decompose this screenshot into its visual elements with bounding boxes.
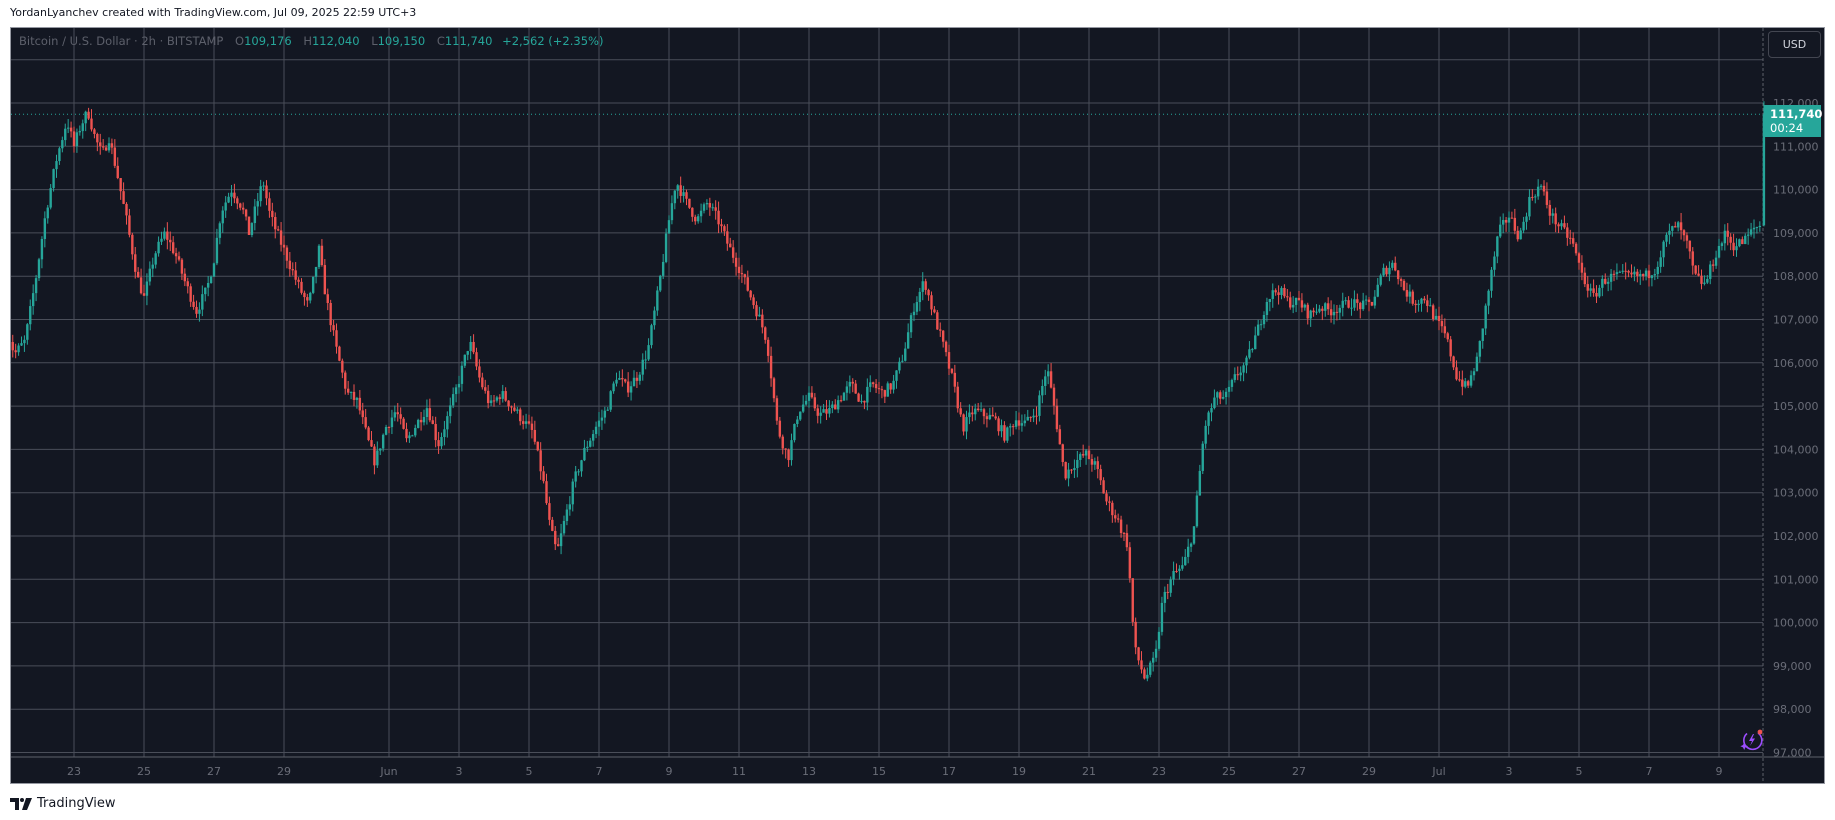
price-tick-label: 99,000: [1773, 660, 1812, 673]
price-tick-label: 102,000: [1773, 530, 1819, 543]
open-label: O: [235, 34, 245, 48]
low-label: L: [371, 34, 378, 48]
time-tick-label: 21: [1082, 765, 1096, 778]
price-tick-label: 100,000: [1773, 617, 1819, 630]
price-tick-label: 97,000: [1773, 747, 1812, 760]
close-value: 111,740: [444, 34, 493, 48]
last-price-value: 111,740: [1770, 107, 1823, 121]
candle-countdown: 00:24: [1770, 121, 1804, 135]
tradingview-logo-icon: [10, 797, 32, 810]
time-tick-label: 9: [666, 765, 673, 778]
price-tick-label: 98,000: [1773, 703, 1812, 716]
tradingview-logo: TradingView: [10, 796, 116, 811]
time-tick-label: 19: [1012, 765, 1026, 778]
lightning-refresh-icon[interactable]: [1738, 726, 1766, 754]
time-tick-label: 27: [1292, 765, 1306, 778]
time-tick-label: 3: [456, 765, 463, 778]
time-tick-label: 23: [67, 765, 81, 778]
symbol-title[interactable]: Bitcoin / U.S. Dollar · 2h · BITSTAMP: [19, 34, 224, 48]
price-tick-label: 104,000: [1773, 443, 1819, 456]
price-tick-label: 105,000: [1773, 400, 1819, 413]
time-tick-label: 5: [1576, 765, 1583, 778]
time-tick-label: 5: [526, 765, 533, 778]
price-tick-label: 101,000: [1773, 573, 1819, 586]
price-tick-label: 111,000: [1773, 140, 1819, 153]
price-tick-label: 109,000: [1773, 227, 1819, 240]
time-tick-label: 27: [207, 765, 221, 778]
chart-credit: YordanLyanchev created with TradingView.…: [10, 6, 417, 19]
time-tick-label: Jul: [1431, 765, 1445, 778]
change-value: +2,562 (+2.35%): [502, 34, 604, 48]
chart-frame[interactable]: 97,000 98,000 99,000 100,000 101,000 102,000 1…: [10, 27, 1825, 784]
price-tick-label: 110,000: [1773, 184, 1819, 197]
open-value: 109,176: [244, 34, 292, 48]
time-tick-label: 25: [1222, 765, 1236, 778]
time-tick-label: 7: [1646, 765, 1653, 778]
time-tick-label: 23: [1152, 765, 1166, 778]
last-price-label: 111,740 00:24: [1764, 105, 1823, 137]
tradingview-wordmark: TradingView: [37, 796, 116, 811]
candlestick-chart[interactable]: 97,000 98,000 99,000 100,000 101,000 102,000 1…: [11, 28, 1824, 783]
time-tick-label: 9: [1716, 765, 1723, 778]
price-tick-label: 106,000: [1773, 357, 1819, 370]
time-tick-label: 29: [1362, 765, 1376, 778]
currency-button[interactable]: USD: [1768, 31, 1821, 58]
time-tick-label: 15: [872, 765, 886, 778]
time-tick-label: 7: [596, 765, 603, 778]
symbol-legend: Bitcoin / U.S. Dollar · 2h · BITSTAMP O1…: [19, 34, 603, 48]
time-tick-label: 17: [942, 765, 956, 778]
high-label: H: [303, 34, 312, 48]
price-tick-label: 108,000: [1773, 270, 1819, 283]
time-tick-label: 13: [802, 765, 816, 778]
low-value: 109,150: [377, 34, 426, 48]
time-tick-label: 3: [1506, 765, 1513, 778]
candles: [11, 101, 1766, 682]
time-tick-label: Jun: [379, 765, 397, 778]
high-value: 112,040: [311, 34, 360, 48]
time-tick-label: 25: [137, 765, 151, 778]
time-tick-label: 29: [277, 765, 291, 778]
close-label: C: [436, 34, 445, 48]
price-tick-label: 107,000: [1773, 314, 1819, 327]
time-tick-label: 11: [732, 765, 746, 778]
price-tick-label: 103,000: [1773, 487, 1819, 500]
